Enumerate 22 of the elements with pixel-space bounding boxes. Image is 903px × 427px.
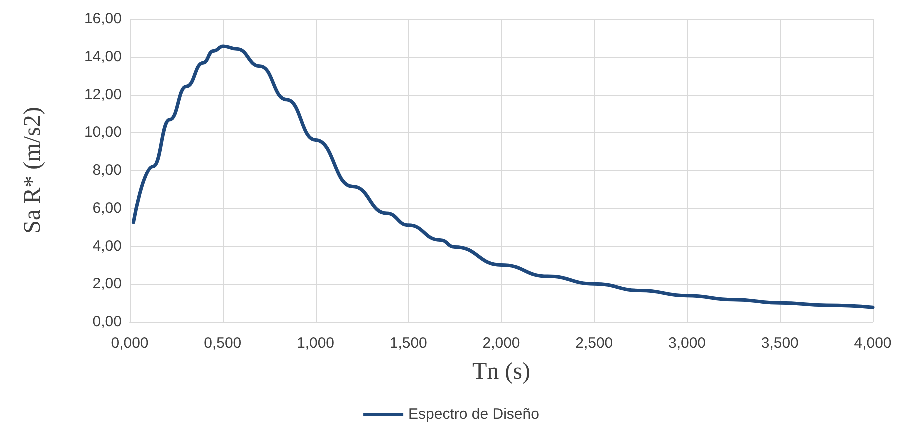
y-tick-label: 12,00 (84, 86, 122, 104)
legend-label: Espectro de Diseño (408, 406, 540, 423)
y-tick-label: 0,00 (92, 314, 122, 330)
x-tick-label: 0,500 (204, 335, 242, 352)
y-tick-label: 8,00 (92, 162, 122, 179)
y-tick-label: 6,00 (92, 200, 122, 217)
y-tick-label: 10,00 (84, 124, 122, 142)
y-tick-label: 14,00 (84, 48, 122, 66)
x-tick-label: 3,500 (761, 335, 799, 352)
y-tick-label: 2,00 (92, 276, 122, 293)
x-tick-label: 2,500 (576, 335, 614, 352)
y-axis-title: Sa R* (m/s2) (20, 107, 46, 234)
x-tick-label: 4,000 (854, 335, 892, 352)
x-tick-label: 2,000 (482, 335, 520, 352)
y-tick-label: 16,00 (84, 10, 122, 28)
x-axis-title: Tn (s) (472, 359, 530, 385)
y-tick-label: 4,00 (92, 238, 122, 255)
x-tick-label: 1,000 (296, 335, 335, 352)
line-series (132, 44, 875, 310)
x-tick-label: 1,500 (390, 335, 428, 352)
x-tick-label: 0,000 (111, 335, 149, 352)
x-tick-label: 3,000 (668, 335, 706, 352)
